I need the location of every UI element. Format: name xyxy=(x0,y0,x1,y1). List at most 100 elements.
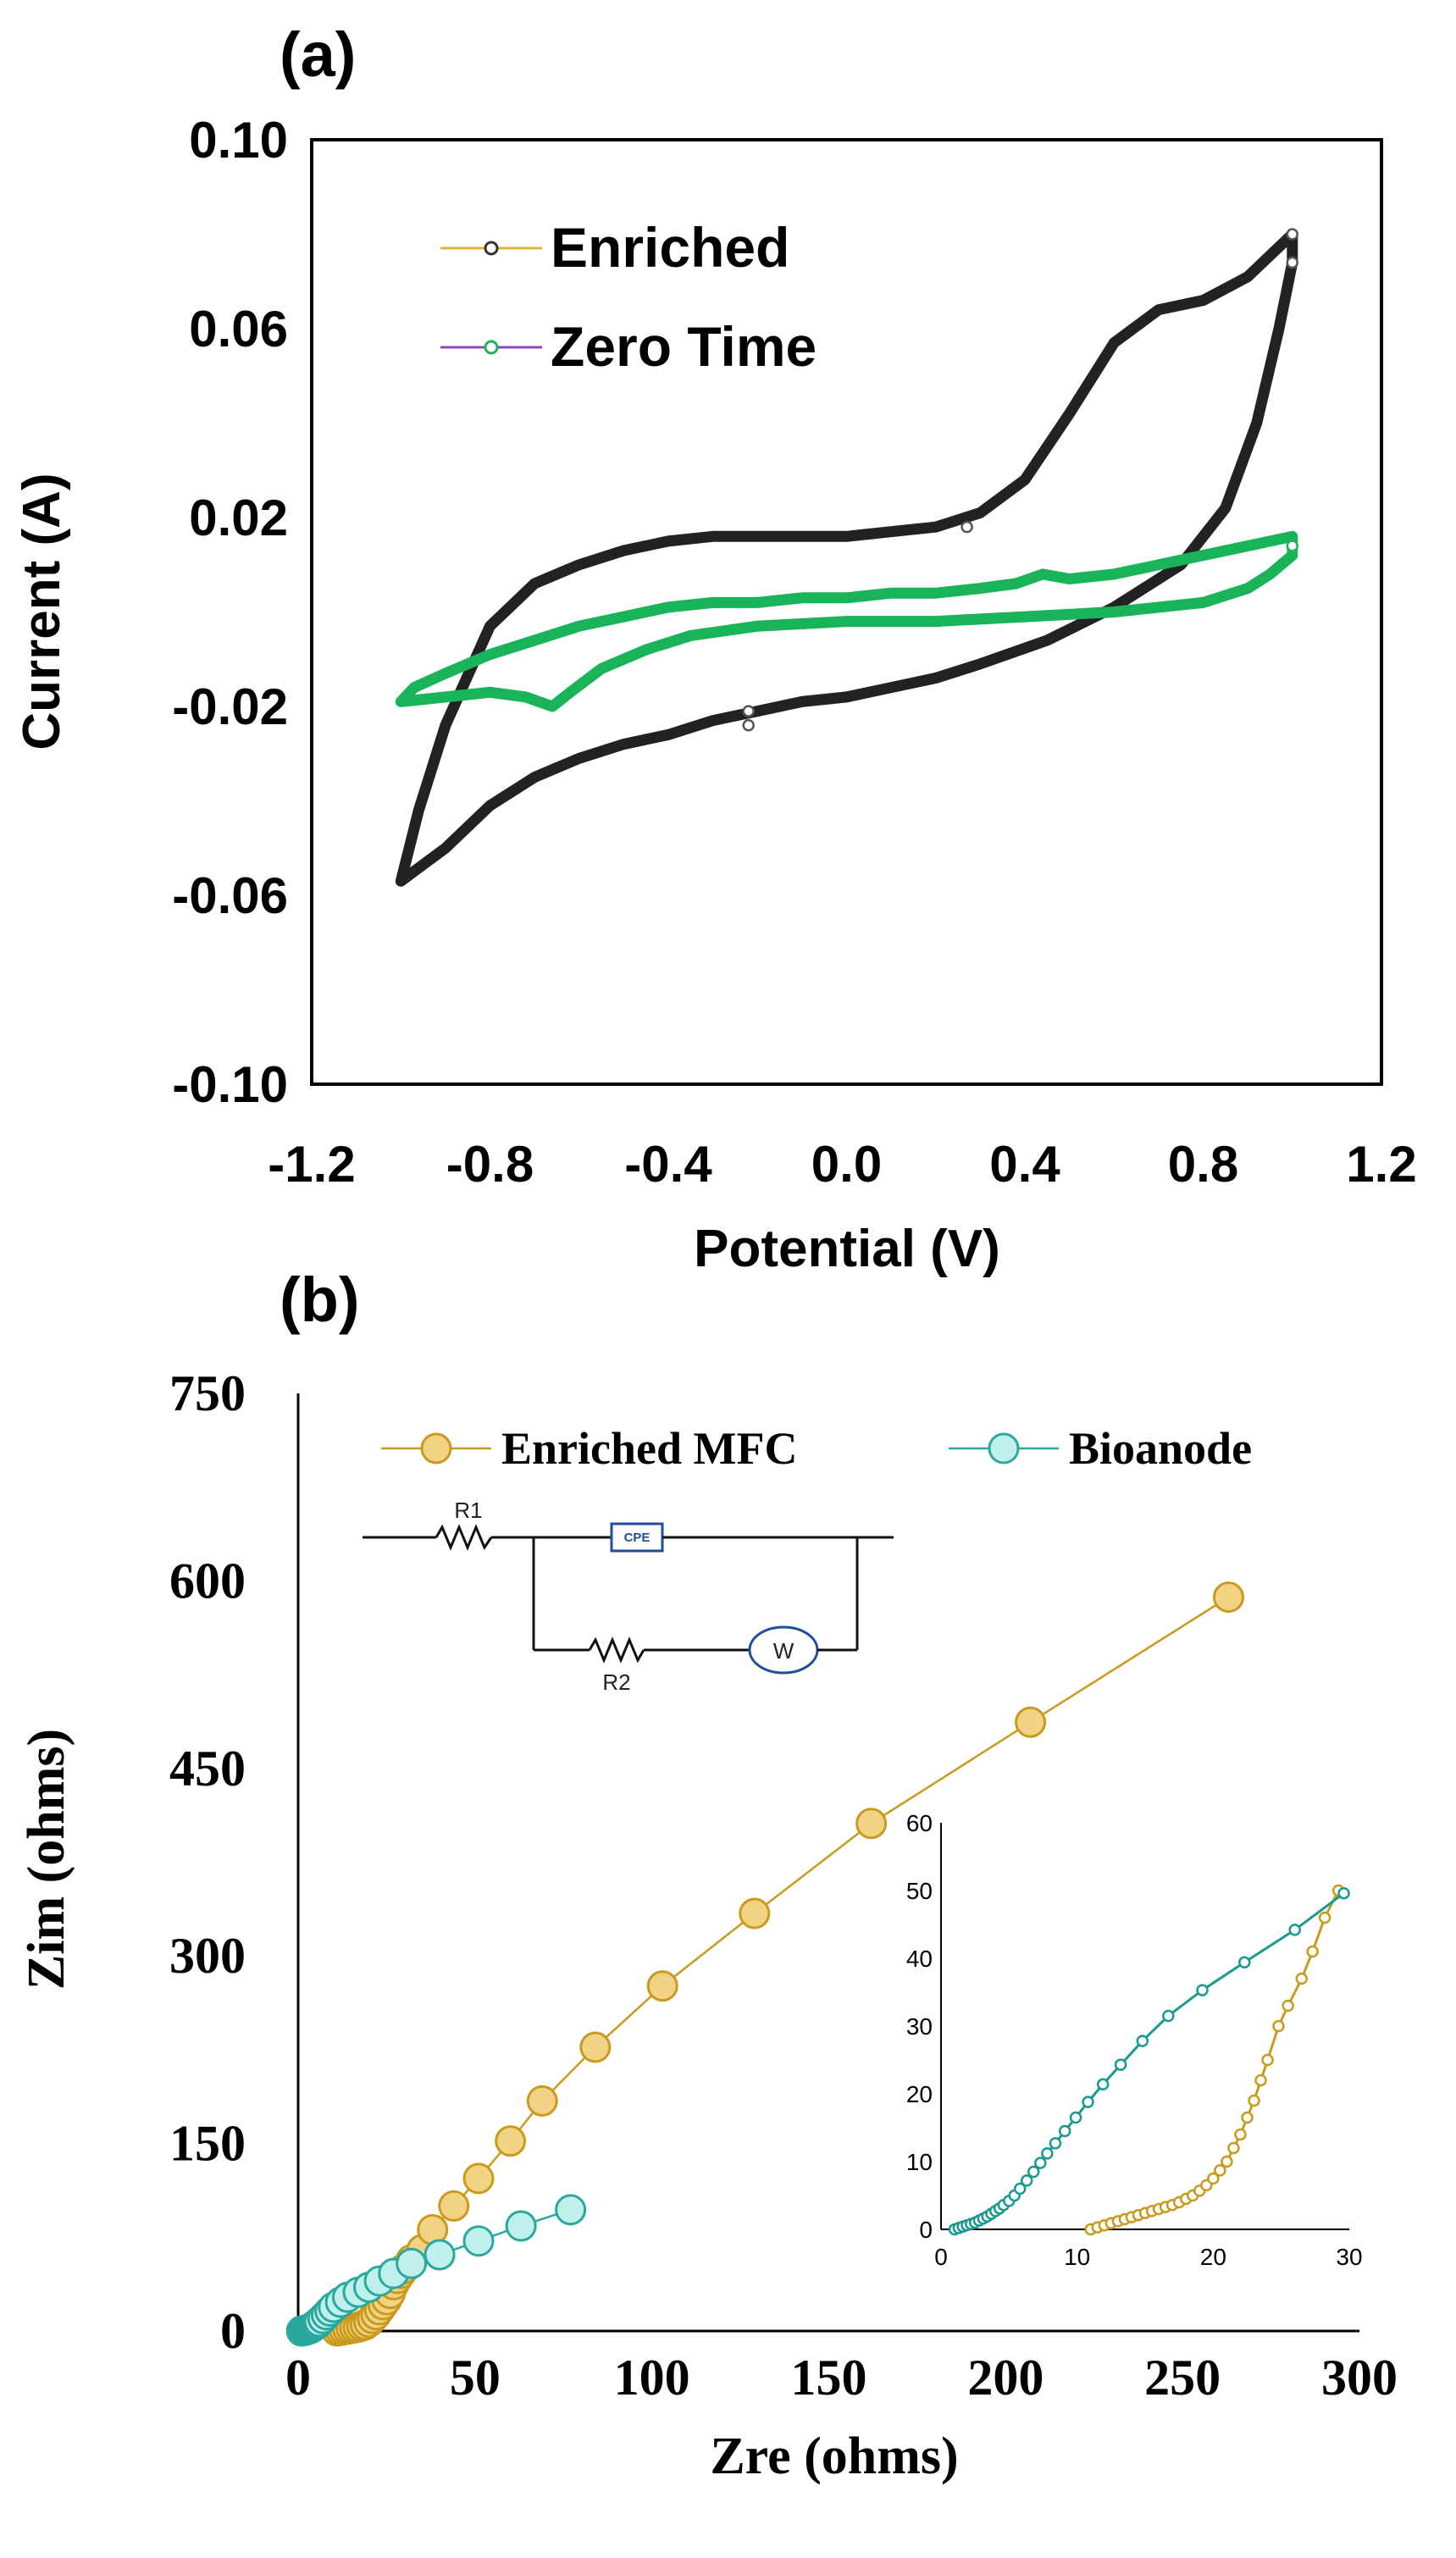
circuit-cpe-label: CPE xyxy=(624,1531,650,1545)
inset-y-tick-label: 50 xyxy=(906,1878,933,1904)
inset-point-bioanode xyxy=(1027,2165,1040,2179)
panel-b-x-tick-label: 50 xyxy=(450,2350,501,2406)
inset-point-bioanode xyxy=(1069,2111,1082,2124)
inset-point-enriched-mfc xyxy=(1248,2094,1260,2107)
inset-y-tick-label: 10 xyxy=(906,2149,933,2175)
circuit-w-label: W xyxy=(773,1638,794,1664)
inset-point-bioanode xyxy=(1049,2137,1062,2150)
inset-background xyxy=(926,1813,1359,2236)
inset-x-tick-label: 20 xyxy=(1200,2244,1226,2270)
panel-a-legend: Enriched Zero Time xyxy=(440,216,817,378)
inset-x-tick-label: 30 xyxy=(1336,2244,1362,2270)
eis-point-enriched-mfc xyxy=(462,2162,495,2195)
panel-b-x-tick-label: 100 xyxy=(614,2350,690,2406)
inset-y-tick-label: 0 xyxy=(919,2217,933,2243)
panel-a-x-ticks: -1.2 -0.8 -0.4 0.0 0.4 0.8 1.2 xyxy=(268,1136,1416,1193)
inset-point-enriched-mfc xyxy=(1261,2053,1274,2067)
panel-b-legend: Enriched MFC Bioanode xyxy=(381,1423,1252,1474)
inset-point-bioanode xyxy=(1162,2009,1175,2023)
panel-b-y-ticks: 750 600 450 300 150 0 xyxy=(169,1365,246,2359)
inset-y-tick-label: 40 xyxy=(906,1946,933,1972)
panel-a-x-tick-label: 1.2 xyxy=(1346,1136,1416,1193)
eis-point-enriched-mfc xyxy=(526,2085,558,2117)
inset-point-bioanode xyxy=(1136,2035,1149,2047)
panel-a-plot-frame xyxy=(310,138,1383,1086)
eis-point-enriched-mfc xyxy=(646,1970,678,2002)
panel-a-series xyxy=(395,228,1298,887)
inset-series xyxy=(948,1884,1350,2236)
legend-b-bioanode-marker xyxy=(988,1432,1020,1464)
panel-b-y-tick-label: 600 xyxy=(169,1553,246,1608)
inset-y-ticks: 60 50 40 30 20 10 0 xyxy=(906,1810,933,2243)
inset-point-bioanode xyxy=(1096,2078,1110,2091)
legend-a-enriched-marker xyxy=(484,241,499,256)
inset-point-enriched-mfc xyxy=(1221,2155,1233,2168)
legend-a-zero-time-marker xyxy=(484,340,499,355)
panel-b-label: (b) xyxy=(280,1265,360,1335)
panel-b-x-tick-label: 300 xyxy=(1321,2350,1398,2406)
legend-b-bioanode-label: Bioanode xyxy=(1069,1423,1252,1474)
panel-b-y-tick-label: 750 xyxy=(169,1365,246,1421)
inset-y-tick-label: 60 xyxy=(906,1810,933,1836)
panel-a-x-label: Potential (V) xyxy=(694,1220,1000,1278)
cv-marker-enriched xyxy=(1286,256,1298,269)
panel-a-y-tick-label: -0.02 xyxy=(172,678,288,735)
inset-x-tick-label: 0 xyxy=(934,2244,948,2270)
panel-b-x-tick-label: 150 xyxy=(791,2350,867,2406)
legend-b-enriched-label: Enriched MFC xyxy=(501,1423,797,1474)
panel-b-y-label: Zim (ohms) xyxy=(18,1729,75,1990)
panel-b-x-tick-label: 0 xyxy=(285,2350,311,2406)
inset-point-enriched-mfc xyxy=(1318,1911,1331,1924)
panel-a-y-tick-label: 0.06 xyxy=(189,301,288,357)
legend-a-enriched-label: Enriched xyxy=(551,216,789,279)
legend-b-bioanode: Bioanode xyxy=(949,1423,1252,1474)
cv-marker-enriched xyxy=(742,719,755,732)
eis-point-enriched-mfc xyxy=(438,2190,470,2222)
inset-y-tick-label: 20 xyxy=(906,2081,933,2107)
circuit-cpe-element xyxy=(610,1522,664,1553)
eis-point-bioanode xyxy=(555,2194,587,2226)
inset-point-bioanode xyxy=(1034,2157,1047,2169)
legend-b-enriched-marker xyxy=(420,1432,452,1464)
eis-point-enriched-mfc xyxy=(739,1897,771,1930)
panel-a-x-tick-label: 0.8 xyxy=(1168,1136,1238,1193)
panel-a-y-tick-label: 0.02 xyxy=(189,490,288,546)
eis-point-bioanode xyxy=(396,2247,428,2279)
panel-b-x-tick-label: 250 xyxy=(1144,2350,1221,2406)
panel-b-y-tick-label: 450 xyxy=(169,1741,246,1797)
circuit-r1-resistor xyxy=(435,1524,493,1551)
circuit-r2-resistor xyxy=(588,1636,645,1664)
inset-point-enriched-mfc xyxy=(1295,1972,1309,1985)
eis-point-enriched-mfc xyxy=(1015,1706,1047,1738)
panel-b-y-tick-label: 300 xyxy=(169,1928,246,1984)
panel-a-y-label: Current (A) xyxy=(13,473,71,750)
panel-b-series xyxy=(285,1581,1244,2347)
inset-point-enriched-mfc xyxy=(1272,2019,1285,2033)
panel-a-x-tick-label: -0.8 xyxy=(446,1136,534,1193)
inset-point-enriched-mfc xyxy=(1234,2128,1247,2141)
panel-b-x-label: Zre (ohms) xyxy=(710,2428,958,2485)
inset-point-enriched-mfc xyxy=(1214,2164,1226,2177)
panel-a-y-ticks: 0.10 0.06 0.02 -0.02 -0.06 -0.10 xyxy=(172,112,288,1113)
inset-point-enriched-mfc xyxy=(1306,1945,1319,1958)
eis-point-enriched-mfc xyxy=(855,1808,888,1840)
inset-point-bioanode xyxy=(1196,1984,1209,1996)
cv-marker-enriched xyxy=(742,705,755,717)
eis-point-enriched-mfc xyxy=(1212,1581,1244,1614)
inset-point-bioanode xyxy=(1114,2058,1127,2071)
circuit-r2-label: R2 xyxy=(602,1669,630,1695)
inset-point-bioanode xyxy=(1082,2096,1094,2108)
equivalent-circuit xyxy=(363,1522,894,1675)
eis-point-enriched-mfc xyxy=(579,2031,612,2063)
legend-a-zero-time-label: Zero Time xyxy=(551,315,817,378)
inset-x-ticks: 0 10 20 30 xyxy=(934,2244,1362,2270)
inset-point-enriched-mfc xyxy=(1282,1999,1294,2013)
panel-a-y-tick-label: -0.06 xyxy=(172,867,288,924)
legend-a-enriched: Enriched xyxy=(440,216,789,279)
panel-a-x-tick-label: 0.0 xyxy=(811,1136,882,1193)
panel-a-x-tick-label: -1.2 xyxy=(268,1136,355,1193)
inset-point-bioanode xyxy=(1337,1886,1350,1900)
inset-point-enriched-mfc xyxy=(1254,2074,1267,2087)
inset-y-tick-label: 30 xyxy=(906,2013,933,2040)
